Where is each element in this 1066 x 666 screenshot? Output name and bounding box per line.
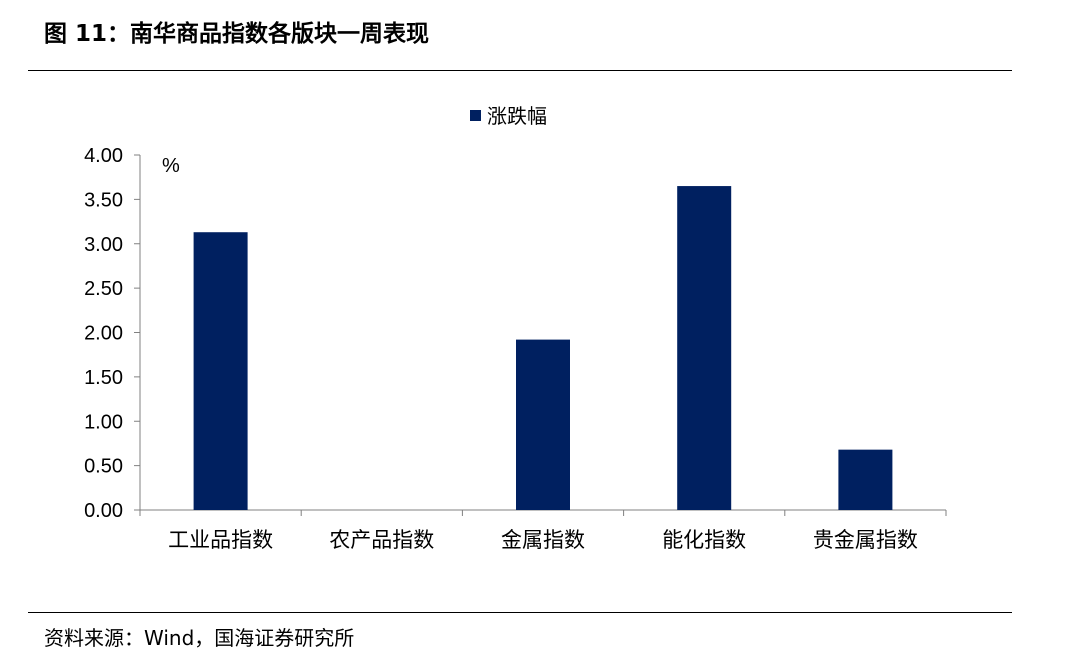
y-tick-label: 4.00 bbox=[84, 145, 123, 167]
y-tick-label: 0.50 bbox=[84, 456, 123, 478]
x-tick-label: 农产品指数 bbox=[329, 528, 434, 552]
y-tick-label: 3.50 bbox=[84, 189, 123, 211]
y-tick-label: 3.00 bbox=[84, 234, 123, 256]
x-tick-label: 金属指数 bbox=[501, 528, 585, 552]
title-divider bbox=[28, 70, 1012, 71]
x-tick-label: 能化指数 bbox=[662, 528, 746, 552]
bar bbox=[838, 449, 893, 510]
source-note: 资料来源：Wind，国海证券研究所 bbox=[44, 626, 355, 650]
x-tick-label: 贵金属指数 bbox=[813, 528, 918, 552]
source-divider bbox=[28, 612, 1012, 613]
y-tick-label: 2.00 bbox=[84, 323, 123, 345]
bar bbox=[193, 232, 248, 510]
y-tick-label: 0.00 bbox=[84, 500, 123, 522]
bar bbox=[677, 186, 732, 510]
y-unit-label: % bbox=[162, 155, 180, 177]
y-tick-label: 2.50 bbox=[84, 278, 123, 300]
y-tick-label: 1.50 bbox=[84, 367, 123, 389]
x-tick-label: 工业品指数 bbox=[168, 528, 273, 552]
legend-swatch bbox=[470, 110, 481, 121]
bar bbox=[516, 339, 570, 510]
legend-label: 涨跌幅 bbox=[487, 104, 547, 128]
figure-title: 图 11：南华商品指数各版块一周表现 bbox=[44, 21, 430, 47]
y-tick-label: 1.00 bbox=[84, 411, 123, 433]
